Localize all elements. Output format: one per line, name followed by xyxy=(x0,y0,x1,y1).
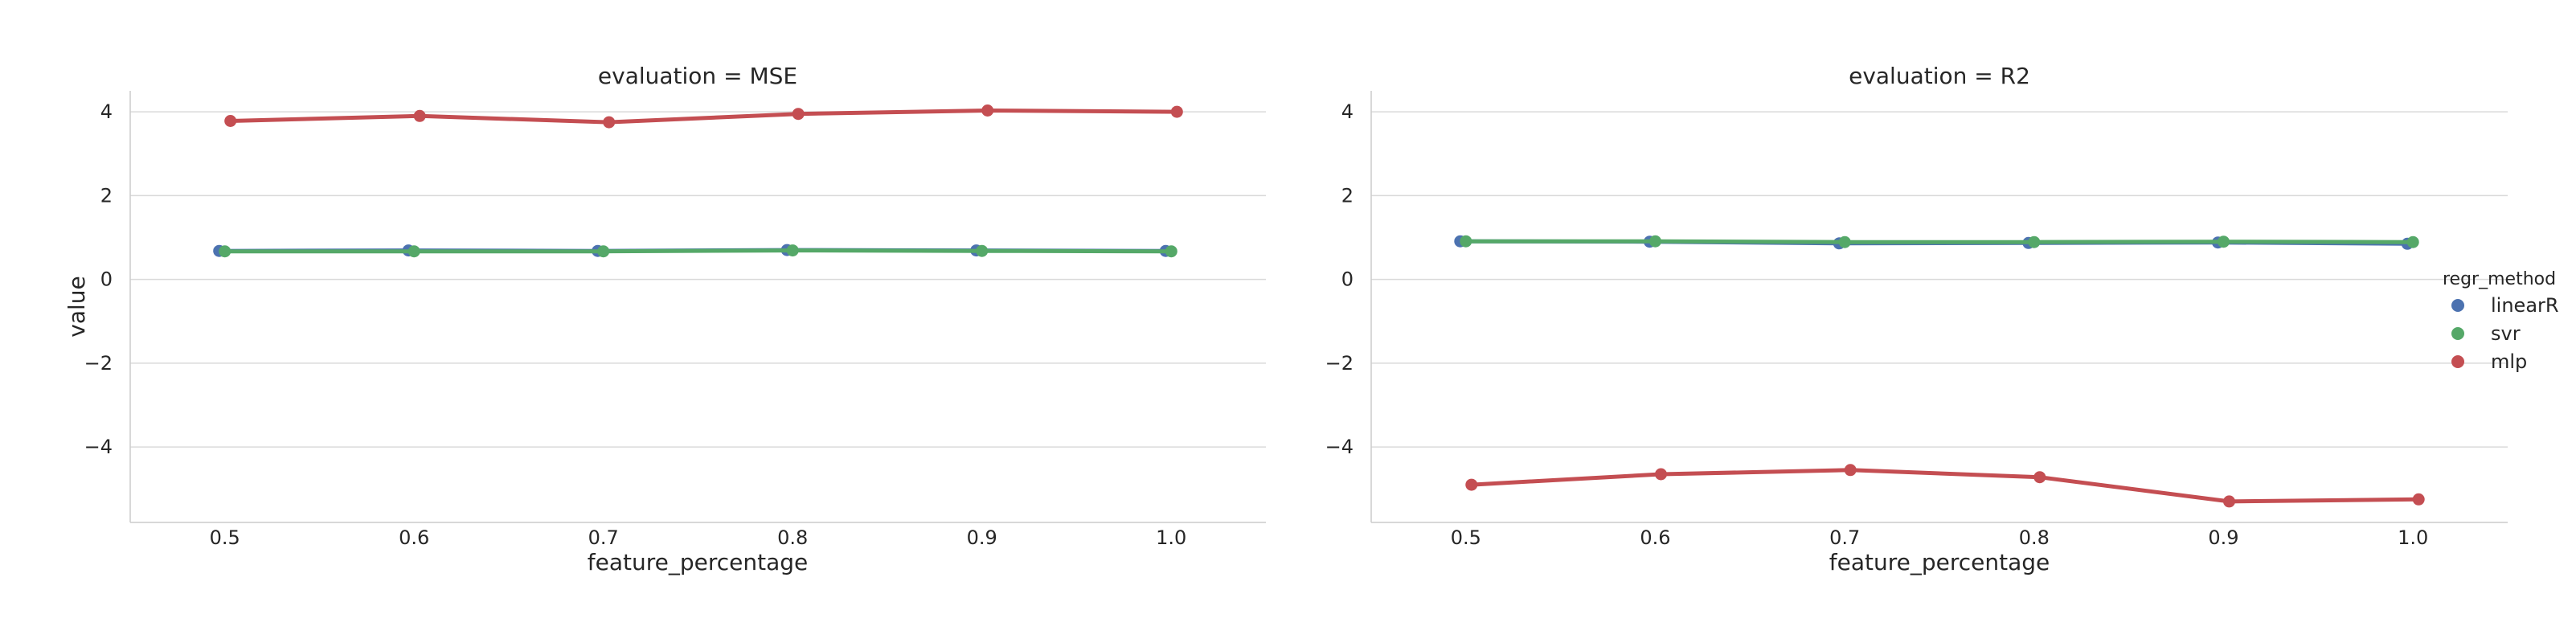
data-point-mlp xyxy=(1170,105,1183,118)
legend: regr_method linearR svr mlp xyxy=(2443,269,2559,373)
x-tick-label: 0.6 xyxy=(399,526,429,549)
data-point-svr xyxy=(597,245,610,258)
data-point-svr xyxy=(2406,235,2419,248)
data-point-mlp xyxy=(792,108,805,121)
data-point-svr xyxy=(407,245,420,258)
data-point-svr xyxy=(219,245,231,258)
data-point-mlp xyxy=(981,104,994,117)
y-tick-label: −2 xyxy=(84,352,113,375)
panel-r2: 4 2 0 −2 −4 0.5 0.6 0.7 0.8 0.9 1.0 evaluation = R2… xyxy=(1325,63,2508,575)
x-tick-label: 0.8 xyxy=(777,526,808,549)
legend-marker-linearR xyxy=(2451,299,2464,312)
x-tick-label: 0.9 xyxy=(2208,526,2238,549)
data-point-mlp xyxy=(2033,471,2046,484)
x-axis-label: feature_percentage xyxy=(588,549,809,575)
y-tick-label: −4 xyxy=(84,436,113,458)
data-point-svr xyxy=(1165,245,1177,258)
series-line-mlp xyxy=(228,109,1179,125)
series-line-svr xyxy=(1464,239,2415,244)
y-tick-label: 4 xyxy=(100,100,113,123)
data-point-mlp xyxy=(413,109,426,122)
y-tick-label: 2 xyxy=(100,184,113,207)
x-tick-label: 0.6 xyxy=(1640,526,1670,549)
legend-title: regr_method xyxy=(2443,269,2556,289)
y-axis-label: value xyxy=(63,276,90,337)
x-axis-label: feature_percentage xyxy=(1829,549,2050,575)
data-point-mlp xyxy=(1655,468,1667,481)
y-tick-label: −2 xyxy=(1325,352,1354,375)
x-tick-label: 0.8 xyxy=(2019,526,2050,549)
y-tick-label: 0 xyxy=(1341,268,1354,291)
data-point-svr xyxy=(1460,235,1472,248)
legend-label-svr: svr xyxy=(2491,322,2521,345)
series-line-mlp xyxy=(1469,468,2421,504)
legend-marker-mlp xyxy=(2451,355,2464,368)
y-tick-label: 4 xyxy=(1341,100,1354,123)
panel-title: evaluation = R2 xyxy=(1849,63,2030,89)
x-tick-label: 0.5 xyxy=(210,526,240,549)
data-point-svr xyxy=(2218,235,2230,248)
data-point-mlp xyxy=(224,115,237,127)
x-tick-label: 1.0 xyxy=(1156,526,1186,549)
data-point-mlp xyxy=(2412,493,2425,506)
x-tick-label: 0.7 xyxy=(588,526,619,549)
panel-title: evaluation = MSE xyxy=(598,63,797,89)
legend-marker-svr xyxy=(2451,327,2464,340)
data-point-mlp xyxy=(1465,478,1478,491)
legend-label-mlp: mlp xyxy=(2491,350,2527,373)
panel-mse: 4 2 0 −2 −4 0.5 0.6 0.7 0.8 0.9 1.0 evaluation = MS… xyxy=(63,63,1266,575)
y-tick-label: 2 xyxy=(1341,184,1354,207)
legend-label-linearR: linearR xyxy=(2491,294,2559,317)
x-tick-label: 0.9 xyxy=(967,526,997,549)
data-point-svr xyxy=(1838,235,1851,248)
y-tick-label: 0 xyxy=(100,268,113,291)
data-point-svr xyxy=(976,244,989,257)
data-point-svr xyxy=(2028,235,2041,248)
x-tick-label: 1.0 xyxy=(2398,526,2428,549)
x-tick-label: 0.5 xyxy=(1451,526,1481,549)
series-line-svr xyxy=(223,248,1173,254)
x-tick-label: 0.7 xyxy=(1829,526,1860,549)
data-point-mlp xyxy=(1844,464,1857,477)
data-point-svr xyxy=(1649,235,1661,248)
y-tick-label: −4 xyxy=(1325,436,1354,458)
data-point-svr xyxy=(786,244,799,257)
data-point-mlp xyxy=(603,116,616,129)
data-point-mlp xyxy=(2223,495,2235,508)
